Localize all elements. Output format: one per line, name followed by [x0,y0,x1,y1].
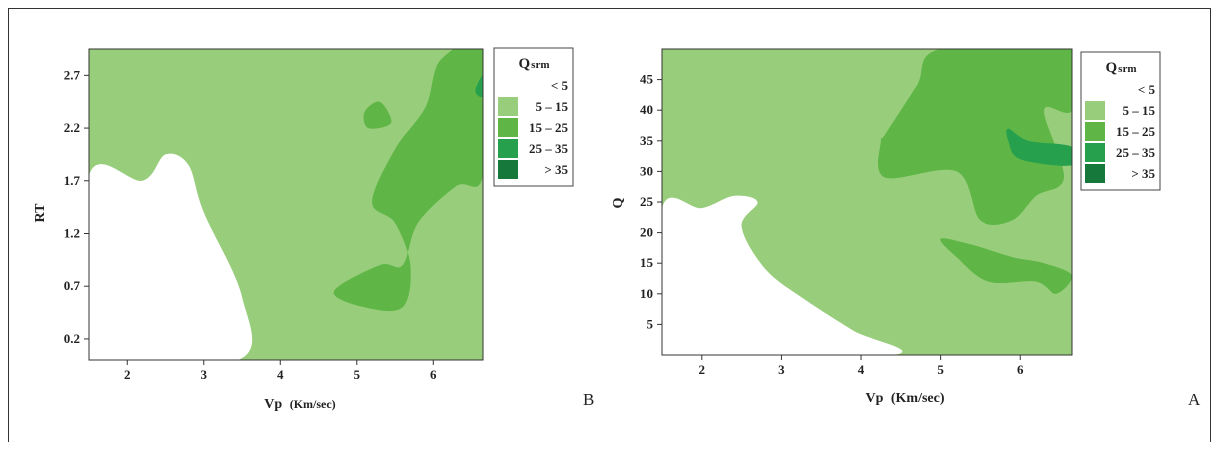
panel-b-xlabel-unit: (Km/sec) [290,397,336,411]
legend-item-label: 5 – 15 [536,99,569,114]
x-tick-label: 2 [124,367,131,382]
y-tick-label: 5 [647,316,654,331]
x-tick-label: 5 [354,367,361,382]
y-tick-label: 45 [640,72,654,87]
panel-a-legend: Qsrm< 5 5 – 15 15 – 25 25 – 35 > 35 [1080,51,1161,191]
y-tick-label: 25 [640,194,654,209]
x-tick-label: 5 [937,362,944,377]
legend-swatch [498,97,518,116]
panel-a-xlabel: Vp (Km/sec) [865,391,944,406]
x-tick-label: 6 [430,367,437,382]
legend-item-label: 25 – 35 [1116,145,1156,160]
y-tick-label: 0.2 [64,331,80,346]
panel-b-ylabel: RT [33,203,48,223]
legend-swatch [1085,80,1105,99]
figure-frame [8,8,1211,442]
y-tick-label: 2.7 [64,67,81,82]
legend-item-label: 15 – 25 [1116,124,1156,139]
x-tick-label: 6 [1017,362,1024,377]
legend-item-label: < 5 [1138,82,1156,97]
legend-box [493,47,574,187]
heatmap-region-3 [940,238,1072,294]
heatmap-region-2 [878,49,1072,226]
heatmap-region-4 [1006,128,1072,166]
panel-a-xlabel-unit: (Km/sec) [891,391,945,406]
legend-item-label: 15 – 25 [529,120,569,135]
x-tick-label: 2 [699,362,706,377]
legend-swatch [498,139,518,158]
legend-item-label: 25 – 35 [529,141,569,156]
legend-swatch [1085,164,1105,183]
panel-b-plot-area: 2 3 4 5 6 0.2 0.7 1.2 1.7 2.2 2.7 [64,48,484,382]
legend-swatch [1085,122,1105,141]
panel-b-label: B [583,390,594,409]
y-tick-label: 10 [640,286,653,301]
panel-a-ylabel: Q [611,197,626,208]
legend-swatch [1085,101,1105,120]
y-tick-label: 1.2 [64,225,80,240]
legend-title: Qsrm [1106,60,1137,76]
legend-swatch [498,118,518,137]
legend-title: Qsrm [519,56,550,72]
y-tick-label: 30 [640,163,653,178]
panel-b-xlabel-main: Vp [264,397,282,412]
heatmap-region-1 [89,153,253,360]
panel-b: 2 3 4 5 6 0.2 0.7 1.2 1.7 2.2 2.7 RT Vp (Km/sec) B… [33,47,594,412]
panel-b-legend: Qsrm< 5 5 – 15 15 – 25 25 – 35 > 35 [493,47,574,187]
y-tick-label: 35 [640,133,654,148]
y-tick-label: 2.2 [64,120,80,135]
legend-swatch [498,160,518,179]
x-tick-label: 4 [858,362,865,377]
x-tick-label: 3 [201,367,208,382]
y-tick-label: 1.7 [64,173,81,188]
plot-border [88,48,484,361]
y-tick-label: 15 [640,255,654,270]
legend-item-label: > 35 [544,162,568,177]
y-tick-label: 0.7 [64,278,81,293]
legend-swatch [1085,143,1105,162]
x-tick-label: 3 [778,362,785,377]
legend-swatch [498,76,518,95]
heatmap-region-2 [333,49,483,312]
legend-item-label: 5 – 15 [1123,103,1156,118]
heatmap-region-1 [662,195,903,355]
y-tick-label: 40 [640,102,653,117]
x-tick-label: 4 [277,367,284,382]
panel-a-xlabel-main: Vp [865,391,883,406]
legend-item-label: < 5 [551,78,569,93]
y-tick-label: 20 [640,225,653,240]
legend-item-label: > 35 [1131,166,1155,181]
heatmap-region-4 [475,75,483,98]
panel-b-xlabel: Vp (Km/sec) [264,397,335,412]
panel-a-label: A [1188,390,1201,409]
heatmap-region-3 [363,101,392,129]
